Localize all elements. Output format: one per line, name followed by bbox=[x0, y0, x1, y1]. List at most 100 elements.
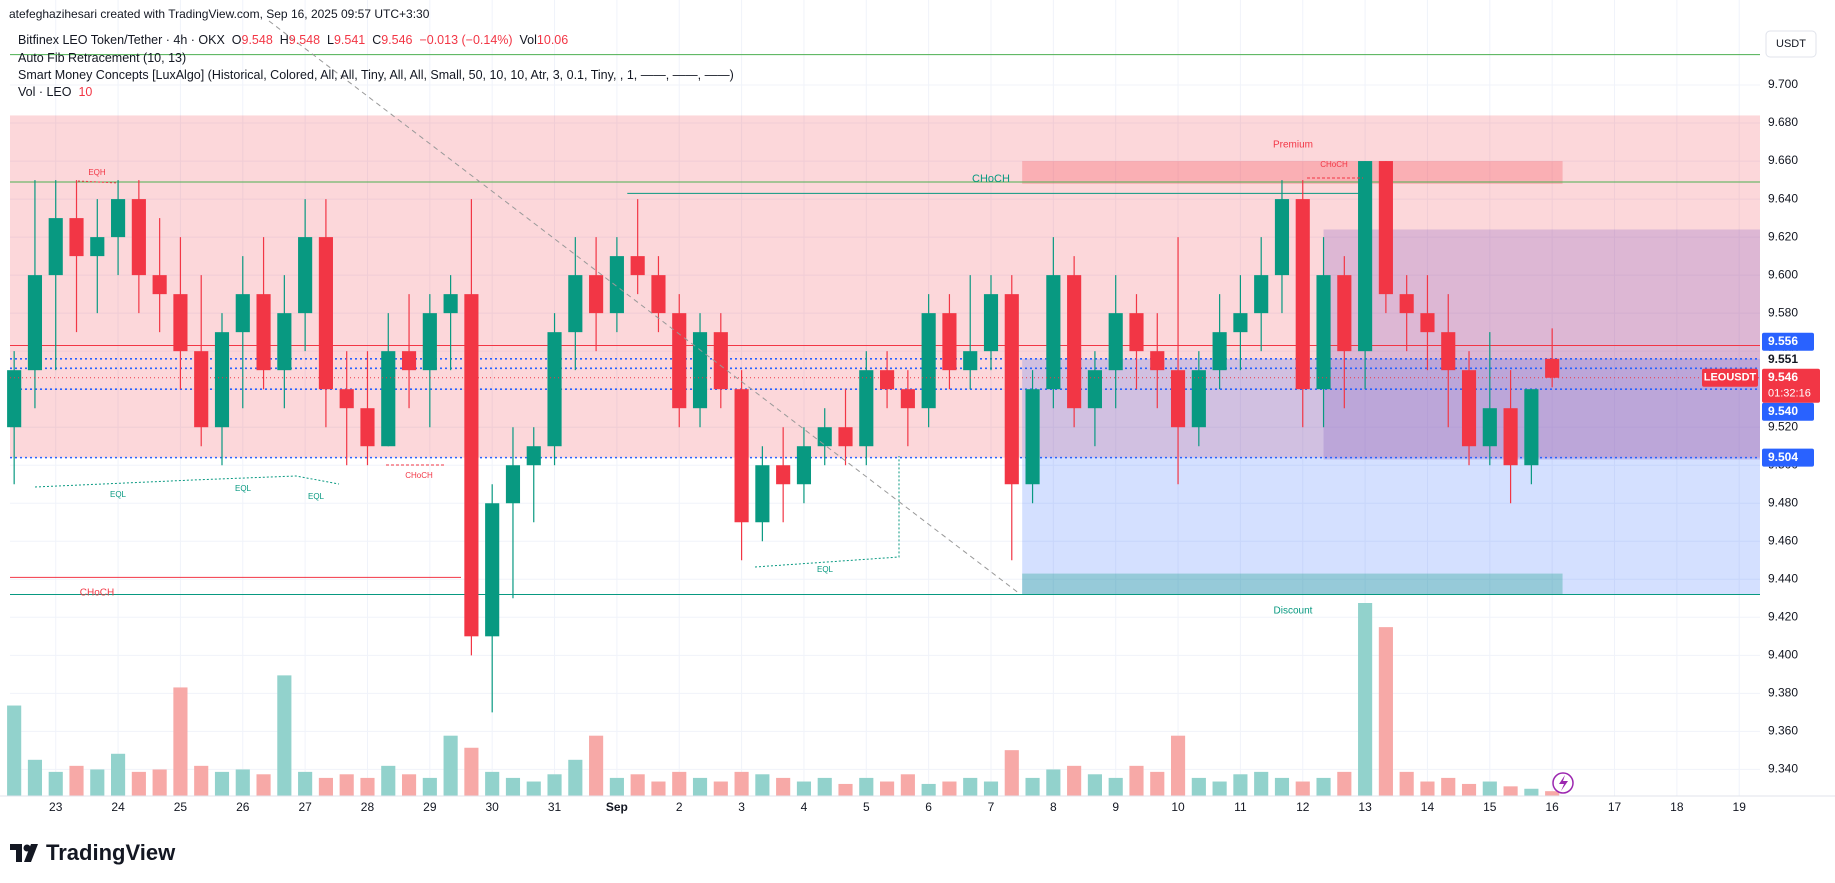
y-tick-label: 9.460 bbox=[1768, 533, 1798, 547]
candle-body bbox=[921, 313, 936, 409]
brand-logo[interactable]: TradingView bbox=[10, 840, 175, 866]
volume-bar bbox=[1399, 771, 1414, 796]
volume-bar bbox=[214, 771, 230, 796]
y-tick-label: 9.600 bbox=[1768, 267, 1798, 281]
volume-bar bbox=[277, 675, 292, 796]
y-tick-label: 9.420 bbox=[1768, 609, 1798, 623]
candle-body bbox=[443, 294, 458, 314]
volume-bar bbox=[1170, 735, 1186, 796]
candle-body bbox=[1025, 389, 1040, 485]
volume-bar bbox=[630, 774, 645, 796]
candle-body bbox=[401, 351, 417, 371]
candle-body bbox=[1441, 332, 1456, 371]
x-tick-label: 4 bbox=[801, 800, 808, 814]
close-label: C bbox=[372, 33, 382, 47]
volume-bar bbox=[48, 771, 63, 796]
price-tag-label: 9.556 bbox=[1768, 334, 1798, 348]
candle-body bbox=[381, 351, 396, 447]
volume-bar bbox=[942, 781, 957, 796]
zone bbox=[1022, 161, 1563, 184]
volume-bar bbox=[983, 781, 999, 796]
y-tick-label: 9.340 bbox=[1768, 762, 1798, 776]
y-tick-label: 9.520 bbox=[1768, 419, 1798, 433]
volume-layer bbox=[7, 603, 1560, 796]
volume-bar bbox=[1337, 771, 1352, 796]
candle-body bbox=[1191, 370, 1206, 428]
candle-body bbox=[1212, 332, 1227, 371]
volume-bar bbox=[381, 765, 396, 796]
x-tick-label: 6 bbox=[925, 800, 932, 814]
candle-body bbox=[1337, 275, 1352, 352]
volume-bar bbox=[339, 774, 354, 796]
candle-body bbox=[1004, 294, 1019, 485]
volume-bar bbox=[1461, 783, 1477, 796]
volume-bar bbox=[609, 777, 624, 796]
premium-label: Premium bbox=[1273, 140, 1313, 151]
symbol-tag-label: LEOUSDT bbox=[1704, 372, 1757, 384]
indicator-legend[interactable]: Smart Money Concepts [LuxAlgo] (Historic… bbox=[18, 68, 734, 82]
volume-bar bbox=[880, 781, 895, 796]
brand-icon bbox=[10, 844, 38, 862]
volume-bar bbox=[1233, 774, 1248, 796]
eql-label: EQL bbox=[817, 565, 834, 574]
low-label: L bbox=[327, 33, 334, 47]
volume-bar bbox=[672, 771, 687, 796]
y-tick-label: 9.640 bbox=[1768, 191, 1798, 205]
symbol-name: Bitfinex LEO Token/Tether · 4h · OKX bbox=[18, 33, 225, 47]
volume-bar bbox=[1274, 777, 1290, 796]
x-tick-label: 12 bbox=[1296, 800, 1310, 814]
open-label: O bbox=[231, 33, 242, 47]
candle-body bbox=[152, 275, 167, 295]
choch-label: CHoCH bbox=[972, 173, 1010, 185]
eqh-label: EQH bbox=[88, 168, 106, 177]
candle-body bbox=[755, 465, 770, 523]
x-tick-label: 17 bbox=[1608, 800, 1622, 814]
candle-body bbox=[360, 408, 375, 447]
y-tick-label: 9.580 bbox=[1768, 305, 1798, 319]
choch-label: CHoCH bbox=[1320, 160, 1348, 169]
candle-body bbox=[713, 332, 728, 390]
candle-body bbox=[7, 370, 22, 428]
volume-bar bbox=[1524, 788, 1539, 796]
eql-label: EQL bbox=[235, 484, 252, 493]
candle-body bbox=[69, 218, 84, 257]
candle-body bbox=[776, 465, 791, 485]
volume-legend[interactable]: Vol · LEO 10 bbox=[18, 84, 92, 100]
candle-body bbox=[1274, 199, 1290, 276]
volume-bar bbox=[360, 777, 375, 796]
volume-legend-label: Vol · LEO bbox=[18, 85, 72, 99]
volume-bar bbox=[464, 747, 479, 796]
candle-body bbox=[214, 332, 230, 428]
candle-body bbox=[339, 389, 354, 409]
candle-body bbox=[692, 332, 708, 409]
x-tick-label: 27 bbox=[298, 800, 312, 814]
annotation-layer: Premium Discount CHoCH CHoCH CHoCH CHoCH… bbox=[34, 20, 1574, 794]
x-tick-label: 23 bbox=[49, 800, 63, 814]
candle-body bbox=[547, 332, 562, 447]
candle-body bbox=[505, 465, 521, 504]
volume-bar bbox=[1087, 774, 1102, 796]
discount-label: Discount bbox=[1274, 606, 1313, 617]
currency-button[interactable] bbox=[1765, 30, 1817, 58]
last-price-tag bbox=[1762, 368, 1820, 403]
close-value: 9.546 bbox=[381, 33, 413, 47]
candle-body bbox=[526, 446, 541, 466]
x-tick-label: 10 bbox=[1171, 800, 1185, 814]
candle-body bbox=[963, 351, 978, 371]
candle-body bbox=[1461, 370, 1477, 447]
x-tick-label: 15 bbox=[1483, 800, 1497, 814]
candle-body bbox=[859, 370, 874, 447]
candle-body bbox=[1087, 370, 1102, 409]
volume-bar bbox=[422, 777, 437, 796]
candle-body bbox=[1358, 161, 1373, 352]
candle-body bbox=[568, 275, 583, 333]
volume-bar bbox=[1503, 786, 1518, 796]
indicator-legend[interactable]: Auto Fib Retracement (10, 13) bbox=[18, 51, 187, 65]
high-label: H bbox=[279, 33, 289, 47]
x-tick-label: 30 bbox=[486, 800, 500, 814]
volume-bar bbox=[90, 769, 105, 796]
zone bbox=[1022, 573, 1563, 595]
volume-bar bbox=[443, 735, 458, 796]
